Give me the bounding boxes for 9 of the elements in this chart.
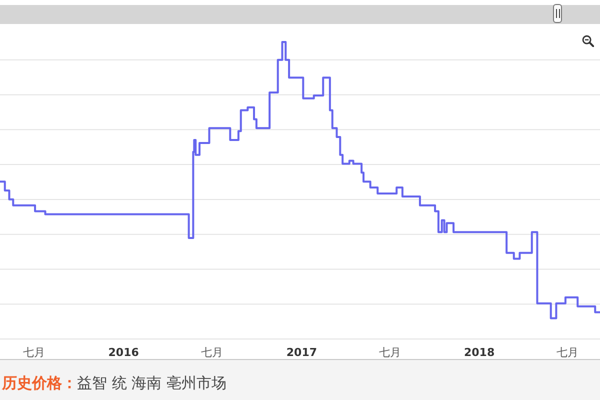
x-tick-label: 2017 xyxy=(286,346,318,359)
x-tick-label: 2016 xyxy=(108,346,140,359)
x-tick-label: 七月 xyxy=(201,346,224,359)
x-tick-label: 七月 xyxy=(378,346,401,359)
x-tick-label: 七月 xyxy=(23,346,46,359)
x-tick-label: 七月 xyxy=(556,346,578,359)
text: 益智 统 海南 亳州市场 xyxy=(77,374,226,392)
text: 历史价格： xyxy=(2,374,77,392)
x-tick-label: 2018 xyxy=(464,346,495,359)
